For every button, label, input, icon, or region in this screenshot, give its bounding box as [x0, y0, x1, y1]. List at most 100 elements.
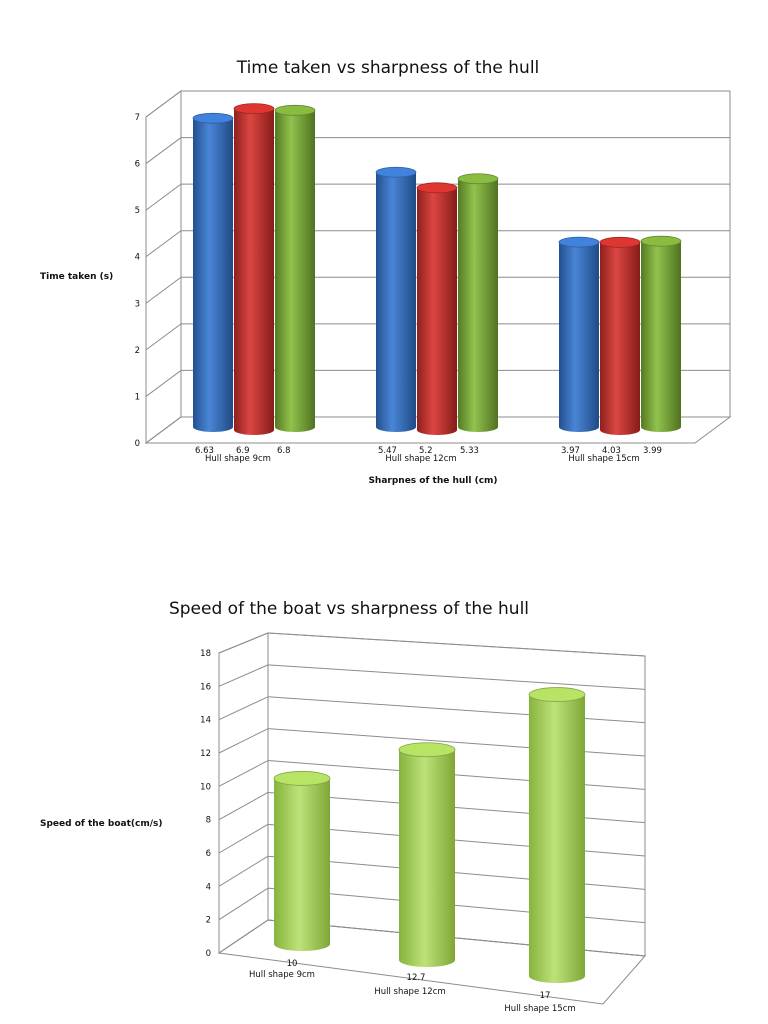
y-tick-label: 5 [135, 206, 140, 216]
y-tick-label: 12 [200, 749, 211, 759]
y-tick-label: 6 [206, 849, 211, 859]
bar-body [458, 178, 498, 432]
gridline-side [145, 416, 182, 444]
gridline-side [145, 90, 182, 118]
bar-body [234, 108, 274, 436]
category-label: Hull shape 15cm [504, 1004, 575, 1014]
bar-body [529, 694, 585, 983]
gridline-side [218, 823, 269, 854]
side-wall [218, 632, 269, 954]
bars [192, 103, 682, 436]
gridline-side [218, 887, 269, 921]
y-tick-label: 4 [206, 882, 211, 892]
bar [398, 742, 456, 967]
bar-top [274, 104, 316, 116]
bar [416, 182, 458, 435]
gridline-side [145, 276, 182, 304]
bar [233, 103, 275, 436]
category-label: Hull shape 9cm [205, 454, 271, 464]
bar [640, 235, 682, 432]
bar-top [375, 166, 417, 178]
data-label: 5.33 [460, 446, 479, 456]
bar-top [273, 771, 331, 786]
chart-time-taken: Time taken vs sharpness of the hull 0 1 2 3… [40, 58, 732, 486]
gridline-side [145, 323, 182, 351]
bar-top [398, 742, 456, 758]
gridline [267, 696, 646, 724]
y-tick-label: 4 [135, 253, 140, 263]
bar-body [417, 187, 457, 435]
category-label: Hull shape 9cm [249, 970, 315, 980]
side-wall [145, 90, 182, 444]
y-axis-ticks: 0 1 2 3 4 5 6 7 [135, 113, 140, 449]
y-tick-label: 16 [200, 682, 211, 692]
data-label: 6.63 [195, 446, 214, 456]
bar [192, 112, 234, 432]
bar [375, 166, 417, 433]
gridline-side [218, 728, 269, 754]
y-tick-label: 2 [135, 346, 140, 356]
category-labels: Hull shape 9cm Hull shape 12cm Hull shape … [249, 970, 576, 1014]
gridline [267, 632, 646, 657]
gridline-side [218, 792, 269, 821]
bar [457, 173, 499, 432]
category-label: Hull shape 12cm [374, 987, 445, 997]
chart-speed: Speed of the boat vs sharpness of the hu… [40, 599, 647, 1014]
data-label: 3.97 [561, 446, 580, 456]
bar [558, 236, 600, 432]
bar [599, 236, 641, 435]
gridline-side [218, 855, 269, 887]
gridline-side [145, 183, 182, 211]
y-tick-label: 8 [206, 816, 211, 826]
bar-top [416, 182, 458, 194]
y-tick-label: 0 [206, 949, 211, 959]
y-axis-title: Speed of the boat(cm/s) [40, 819, 162, 829]
data-label: 5.2 [419, 446, 433, 456]
data-label: 12.7 [407, 973, 426, 983]
y-axis-title: Time taken (s) [40, 272, 113, 282]
y-tick-label: 0 [135, 439, 140, 449]
bar-body [600, 242, 640, 435]
bar-top [599, 236, 641, 248]
bar [273, 771, 331, 951]
data-label: 17 [540, 991, 551, 1001]
bar-body [193, 118, 233, 432]
data-label: 3.99 [643, 446, 662, 456]
y-axis-ticks: 0 2 4 6 8 10 12 14 16 18 [200, 649, 211, 959]
bar-top [558, 236, 600, 248]
category-label: Hull shape 15cm [568, 454, 639, 464]
x-axis-title: Sharpnes of the hull (cm) [368, 476, 497, 486]
y-tick-label: 18 [200, 649, 211, 659]
data-label: 10 [287, 959, 298, 969]
gridline [267, 664, 646, 690]
y-tick-label: 3 [135, 299, 140, 309]
gridline-side [145, 137, 182, 164]
y-tick-label: 1 [135, 392, 140, 402]
y-tick-label: 6 [135, 160, 140, 170]
gridline-side [145, 230, 182, 258]
bar-top [192, 112, 234, 124]
y-tick-label: 2 [206, 916, 211, 926]
data-labels: 6.63 6.9 6.8 5.47 5.2 5.33 3.97 4.03 3.99 [195, 446, 662, 456]
y-tick-label: 10 [200, 782, 211, 792]
category-label: Hull shape 12cm [385, 454, 456, 464]
bar-body [559, 242, 599, 432]
bar [528, 687, 586, 983]
data-label: 6.9 [236, 446, 250, 456]
bar-body [274, 778, 330, 951]
chart-title: Time taken vs sharpness of the hull [236, 58, 540, 78]
y-tick-label: 7 [135, 113, 140, 123]
gridline-side [218, 696, 269, 721]
bar-body [641, 241, 681, 432]
bar-body [399, 749, 455, 967]
data-labels: 10 12.7 17 [287, 959, 551, 1001]
category-labels: Hull shape 9cm Hull shape 12cm Hull shape … [205, 454, 640, 464]
bars [273, 687, 586, 983]
data-label: 4.03 [602, 446, 621, 456]
gridline-side [218, 664, 269, 687]
bar-body [275, 110, 315, 433]
data-label: 5.47 [378, 446, 397, 456]
bar-top [457, 173, 499, 185]
chart-title: Speed of the boat vs sharpness of the hu… [169, 599, 529, 619]
bar-top [528, 687, 586, 702]
